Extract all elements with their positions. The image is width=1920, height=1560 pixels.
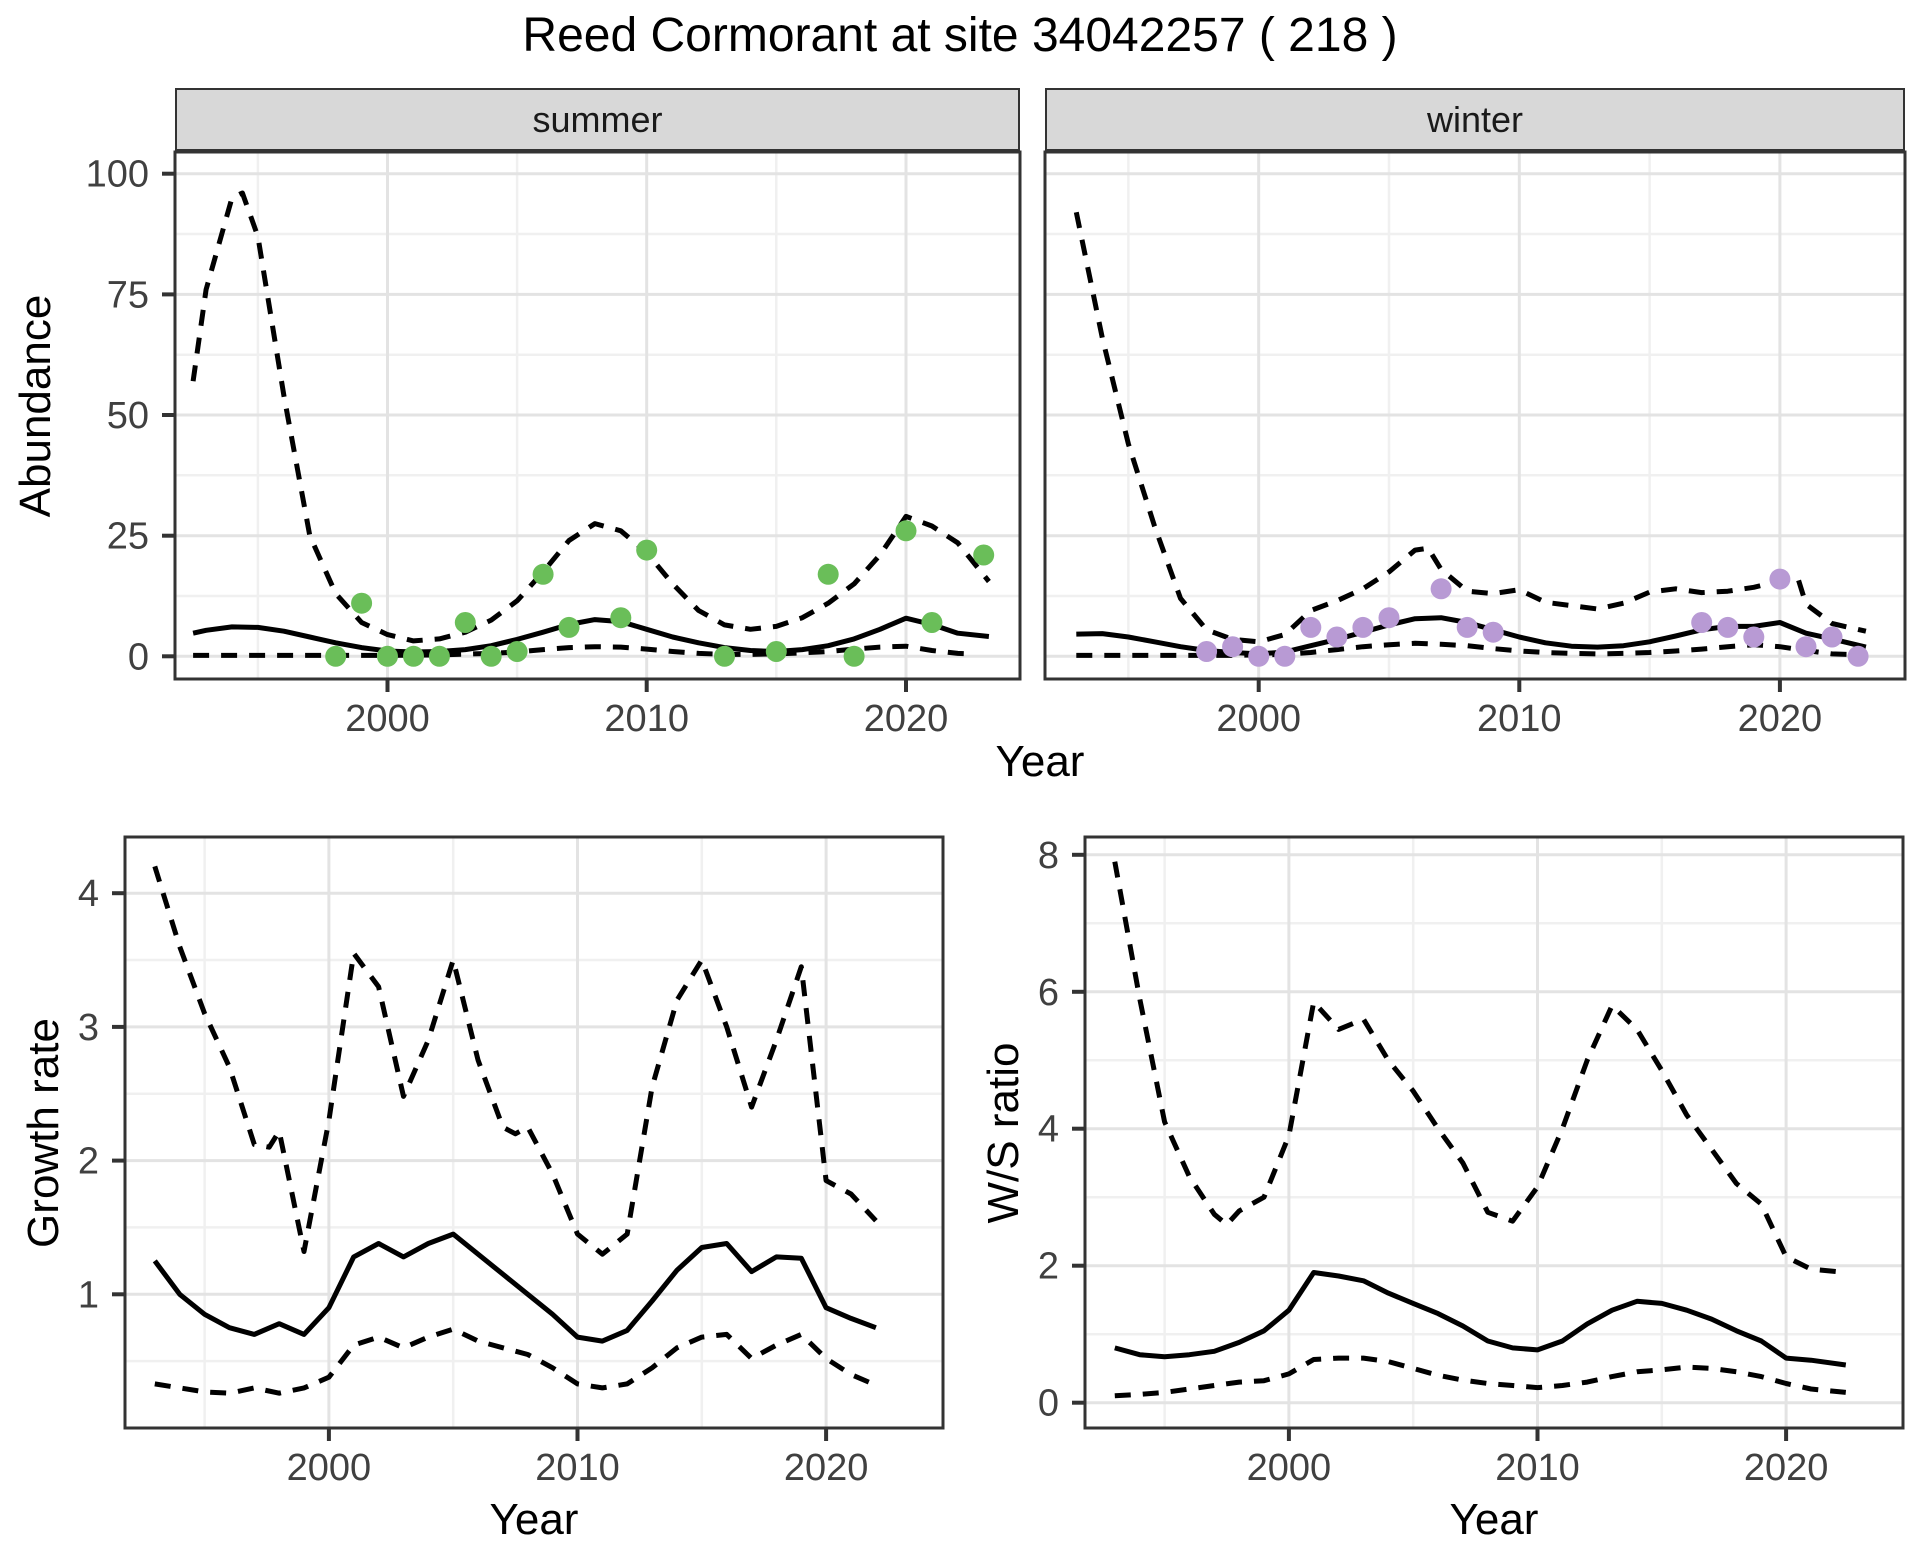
data-point <box>325 645 347 667</box>
data-point <box>1821 626 1843 648</box>
x-tick-label: 2020 <box>864 698 949 740</box>
data-point <box>1456 616 1478 638</box>
y-axis-title-abundance: Abundance <box>11 294 60 518</box>
x-tick-label: 2010 <box>1495 1447 1580 1489</box>
x-tick-label: 2000 <box>345 698 430 740</box>
y-tick-label: 1 <box>78 1274 99 1316</box>
data-point <box>558 616 580 638</box>
panel-border <box>1043 150 1907 681</box>
y-tick-label: 4 <box>1038 1109 1059 1151</box>
y-axis-title-ws-ratio: W/S ratio <box>979 1042 1028 1224</box>
x-axis-title-year-ws: Year <box>1449 1495 1539 1544</box>
x-axis-title-year-growth: Year <box>489 1495 579 1544</box>
panel-background <box>1085 837 1903 1428</box>
facet-strip-summer: summer <box>175 88 1020 152</box>
x-axis-title-year-top: Year <box>995 737 1085 786</box>
data-point <box>1847 645 1869 667</box>
y-tick-label: 100 <box>86 154 149 196</box>
facet-strip-summer-label: summer <box>532 98 663 140</box>
data-point <box>636 539 658 561</box>
y-tick-label: 0 <box>1038 1383 1059 1425</box>
panel-abundance-summer: 2000 2010 2020 0 25 50 75 100 <box>86 150 1022 740</box>
y-tick-label: 2 <box>78 1141 99 1183</box>
facet-strip-winter-label: winter <box>1426 98 1524 140</box>
data-point <box>351 592 373 614</box>
x-tick-label: 2020 <box>1744 1447 1829 1489</box>
median-line <box>192 615 990 655</box>
x-tick-label: 2020 <box>1738 698 1823 740</box>
x-tick-label: 2000 <box>1216 698 1301 740</box>
data-point <box>1430 578 1452 600</box>
data-point <box>480 645 502 667</box>
data-point <box>377 645 398 667</box>
lower-ci-line <box>154 1326 877 1396</box>
data-point <box>714 645 735 667</box>
data-point <box>921 612 943 633</box>
x-tick-label: 2010 <box>535 1447 620 1489</box>
y-tick-label: 8 <box>1038 835 1059 877</box>
data-point <box>1274 645 1296 667</box>
y-tick-label: 2 <box>1038 1246 1059 1288</box>
facet-strip-winter: winter <box>1045 88 1905 152</box>
data-point <box>428 645 450 667</box>
data-point <box>454 612 476 633</box>
data-point <box>1743 626 1765 648</box>
median-line <box>1114 1270 1847 1368</box>
data-point <box>403 645 424 667</box>
panel-border <box>173 150 1022 681</box>
data-point <box>1691 612 1713 633</box>
x-tick-label: 2000 <box>1247 1447 1332 1489</box>
y-axis-title-growth-rate: Growth rate <box>19 1018 68 1248</box>
data-point <box>1795 636 1817 658</box>
data-point <box>1769 568 1791 590</box>
upper-ci-line <box>152 865 878 1257</box>
y-tick-label: 25 <box>107 516 149 558</box>
y-tick-label: 4 <box>78 873 99 915</box>
data-point <box>1300 616 1322 638</box>
data-point <box>1196 641 1218 662</box>
median-line <box>152 1231 877 1344</box>
x-tick-label: 2010 <box>1477 698 1562 740</box>
data-point <box>1326 626 1348 648</box>
x-tick-label: 2020 <box>784 1447 869 1489</box>
x-tick-label: 2000 <box>287 1447 372 1489</box>
data-point <box>817 563 839 585</box>
data-point <box>1717 616 1739 638</box>
panel-ws-ratio: 2000 2010 2020 0 2 4 6 8 <box>1038 835 1905 1489</box>
data-point <box>973 544 995 566</box>
y-tick-label: 6 <box>1038 972 1059 1014</box>
panel-border <box>1083 835 1905 1430</box>
data-point <box>532 563 554 585</box>
data-point <box>895 520 917 542</box>
lower-ci-line <box>1114 1355 1847 1399</box>
data-point <box>765 641 787 662</box>
data-point <box>1222 636 1244 658</box>
upper-ci-line <box>1112 861 1847 1275</box>
y-tick-label: 75 <box>107 274 149 316</box>
data-point <box>1352 616 1374 638</box>
upper-ci-line <box>1073 211 1867 645</box>
data-point <box>1482 621 1504 643</box>
lower-ci-line <box>193 643 974 658</box>
y-tick-label: 0 <box>128 636 149 678</box>
data-point <box>610 607 632 629</box>
upper-ci-line <box>190 190 991 644</box>
panel-border <box>123 835 945 1430</box>
data-point <box>1248 645 1270 667</box>
data-point <box>1378 607 1400 629</box>
x-tick-label: 2010 <box>604 698 689 740</box>
y-tick-label: 50 <box>107 395 149 437</box>
data-point <box>506 641 528 662</box>
figure-title: Reed Cormorant at site 34042257 ( 218 ) <box>522 9 1398 62</box>
panel-abundance-winter: 2000 2010 2020 <box>1043 150 1907 740</box>
data-point <box>843 645 865 667</box>
panel-growth-rate: 2000 2010 2020 1 2 3 4 <box>78 835 945 1489</box>
y-tick-label: 3 <box>78 1007 99 1049</box>
